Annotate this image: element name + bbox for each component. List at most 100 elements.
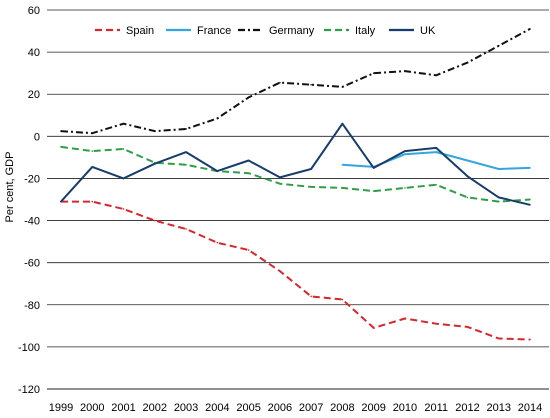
data-point-spain [247, 249, 250, 251]
data-point-germany [341, 86, 344, 88]
data-point-italy [466, 196, 469, 199]
series-line-uk [60, 122, 531, 206]
data-point-germany [404, 70, 406, 72]
legend-label-france: France [197, 25, 231, 37]
data-point-uk [279, 176, 281, 179]
y-tick-label: 60 [28, 5, 40, 17]
data-point-germany [216, 117, 219, 120]
data-point-germany [529, 28, 531, 30]
data-point-uk [310, 168, 312, 170]
x-tick-label: 2014 [518, 402, 542, 414]
data-point-germany [435, 74, 438, 77]
data-point-spain [497, 337, 500, 340]
series-line-italy [60, 145, 531, 203]
data-point-italy [435, 183, 438, 186]
data-point-spain [310, 295, 312, 298]
data-point-germany [60, 130, 62, 132]
grid-lines [47, 9, 549, 390]
y-tick-label: -40 [24, 216, 40, 228]
x-tick-label: 2008 [330, 402, 354, 414]
x-tick-label: 2000 [80, 402, 104, 414]
data-point-spain [185, 228, 187, 230]
data-point-germany [497, 44, 500, 47]
series-line-germany [60, 28, 531, 135]
data-point-uk [466, 175, 469, 178]
x-tick-label: 2010 [393, 402, 417, 414]
data-point-france [529, 167, 531, 169]
data-point-italy [341, 187, 344, 189]
x-tick-label: 2011 [424, 402, 448, 414]
data-point-germany [279, 81, 281, 84]
data-point-france [404, 153, 406, 156]
data-point-uk [185, 151, 187, 153]
data-point-germany [91, 132, 94, 134]
data-point-spain [435, 322, 438, 325]
data-point-uk [404, 150, 406, 152]
x-tick-label: 2001 [111, 402, 135, 414]
data-point-italy [60, 146, 62, 148]
x-tick-label: 2013 [486, 402, 510, 414]
data-point-italy [529, 198, 531, 201]
y-tick-label: 0 [34, 131, 40, 143]
data-point-uk [529, 203, 531, 206]
x-tick-label: 2004 [205, 402, 229, 414]
data-point-uk [154, 162, 156, 165]
data-point-spain [91, 200, 94, 203]
legend-label-germany: Germany [269, 25, 315, 37]
data-point-italy [122, 148, 125, 150]
legend-label-italy: Italy [355, 25, 376, 37]
y-tick-label: -20 [24, 173, 40, 185]
data-point-uk [216, 170, 219, 172]
y-axis-label: Per cent, GDP [4, 152, 16, 223]
data-point-spain [341, 298, 344, 301]
data-point-uk [91, 166, 94, 168]
data-point-france [497, 168, 500, 170]
data-point-france [466, 159, 469, 162]
y-tick-label: -100 [18, 342, 40, 354]
data-point-italy [185, 163, 187, 166]
data-point-italy [279, 182, 281, 185]
x-tick-label: 1999 [49, 402, 73, 414]
data-point-italy [372, 190, 375, 192]
x-tick-labels: 1999 2000 2001 2002 2003 2004 2005 2006 2007 2008… [49, 402, 542, 414]
legend: Spain France Germany Italy UK [95, 25, 436, 37]
y-tick-label: 20 [28, 89, 40, 101]
legend-label-uk: UK [420, 25, 436, 37]
y-tick-label: -60 [24, 258, 40, 270]
data-point-spain [529, 338, 531, 341]
data-point-spain [122, 208, 125, 210]
data-point-uk [60, 200, 62, 203]
x-tick-label: 2002 [143, 402, 167, 414]
x-tick-label: 2005 [236, 402, 260, 414]
data-point-germany [466, 61, 469, 64]
data-point-italy [310, 186, 312, 188]
data-point-germany [247, 96, 250, 99]
data-point-italy [247, 172, 250, 174]
data-point-spain [404, 317, 406, 320]
data-point-uk [435, 147, 438, 149]
x-tick-label: 2006 [268, 402, 292, 414]
data-point-italy [91, 150, 94, 152]
series-line-spain [61, 200, 531, 341]
data-point-germany [310, 83, 312, 86]
x-tick-label: 2012 [455, 402, 479, 414]
data-point-france [341, 163, 344, 166]
data-point-uk [341, 122, 344, 125]
y-tick-label: 40 [28, 47, 40, 59]
data-point-france [435, 151, 438, 153]
series-line-france [342, 151, 531, 170]
data-point-germany [154, 130, 156, 132]
data-point-spain [154, 219, 156, 222]
legend-label-spain: Spain [126, 25, 154, 37]
data-point-uk [372, 167, 375, 169]
y-tick-label: -80 [24, 300, 40, 312]
data-point-spain [216, 241, 219, 244]
data-point-spain [372, 327, 375, 329]
series-lines [60, 28, 531, 341]
data-point-uk [122, 177, 125, 180]
data-point-spain [466, 326, 469, 328]
y-tick-label: -120 [18, 384, 40, 396]
x-tick-label: 2009 [361, 402, 385, 414]
data-point-germany [372, 72, 375, 74]
